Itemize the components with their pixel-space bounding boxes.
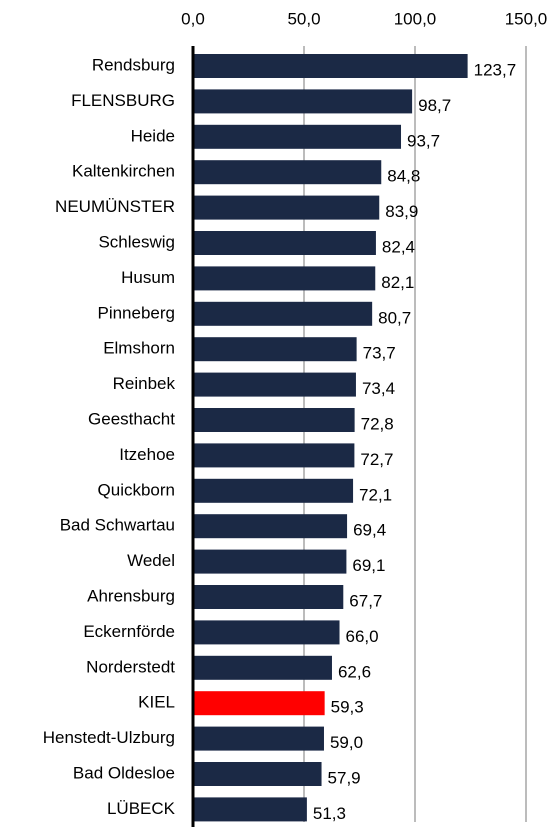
bar xyxy=(193,337,357,362)
data-label: 82,1 xyxy=(381,273,414,292)
y-tick-label: Geesthacht xyxy=(88,409,175,428)
data-label: 67,7 xyxy=(349,591,382,610)
y-tick-label: Heide xyxy=(131,126,175,145)
bar xyxy=(193,762,322,786)
bar xyxy=(193,160,382,185)
bar xyxy=(193,124,402,149)
y-tick-label: FLENSBURG xyxy=(71,91,175,110)
y-tick-label: Elmshorn xyxy=(103,339,175,358)
bar xyxy=(193,797,307,822)
data-label: 72,7 xyxy=(360,450,393,469)
bar xyxy=(193,231,376,255)
data-label: 66,0 xyxy=(346,627,379,646)
bar xyxy=(193,620,340,645)
data-label: 72,8 xyxy=(361,414,394,433)
y-tick-label: Reinbek xyxy=(113,374,176,393)
y-tick-label: Kaltenkirchen xyxy=(72,162,175,181)
bar xyxy=(193,372,356,397)
bar xyxy=(193,514,348,539)
x-tick-label: 50,0 xyxy=(287,9,320,28)
bar xyxy=(193,301,373,326)
y-tick-label: Ahrensburg xyxy=(87,586,175,605)
bar xyxy=(193,549,347,574)
data-label: 84,8 xyxy=(387,167,420,186)
y-tick-label: Schleswig xyxy=(98,232,175,251)
y-tick-label: LÜBECK xyxy=(107,799,176,818)
bar xyxy=(193,443,355,468)
data-label: 82,4 xyxy=(382,237,415,256)
data-label: 57,9 xyxy=(328,768,361,787)
y-tick-label: Wedel xyxy=(127,551,175,570)
y-tick-label: Bad Oldesloe xyxy=(73,763,175,782)
x-tick-label: 0,0 xyxy=(181,9,205,28)
data-label: 123,7 xyxy=(474,60,517,79)
y-tick-label: Bad Schwartau xyxy=(60,516,175,535)
data-label: 59,0 xyxy=(330,733,363,752)
y-tick-label: Henstedt-Ulzburg xyxy=(43,728,175,747)
data-label: 51,3 xyxy=(313,804,346,823)
data-label: 73,4 xyxy=(362,379,395,398)
y-tick-label: KIEL xyxy=(138,693,175,712)
bar xyxy=(193,655,332,680)
data-label: 62,6 xyxy=(338,662,371,681)
bar xyxy=(193,195,380,220)
data-label: 69,1 xyxy=(352,556,385,575)
data-label: 69,4 xyxy=(353,521,386,540)
data-label: 93,7 xyxy=(407,131,440,150)
data-label: 83,9 xyxy=(385,202,418,221)
data-label: 73,7 xyxy=(363,344,396,363)
y-tick-label: Eckernförde xyxy=(83,622,175,641)
bar xyxy=(193,54,468,78)
y-tick-label: Rendsburg xyxy=(92,55,175,74)
x-tick-label: 100,0 xyxy=(394,9,437,28)
y-tick-label: Husum xyxy=(121,268,175,287)
data-label: 80,7 xyxy=(378,308,411,327)
bar xyxy=(193,89,413,114)
y-tick-label: Norderstedt xyxy=(86,657,175,676)
y-tick-label: NEUMÜNSTER xyxy=(55,197,175,216)
data-label: 98,7 xyxy=(418,96,451,115)
y-tick-label: Pinneberg xyxy=(97,303,175,322)
bar xyxy=(193,585,344,609)
y-tick-label: Quickborn xyxy=(98,480,175,499)
data-label: 72,1 xyxy=(359,485,392,504)
bar xyxy=(193,266,376,291)
data-label: 59,3 xyxy=(331,698,364,717)
x-tick-label: 150,0 xyxy=(505,9,548,28)
y-tick-label: Itzehoe xyxy=(119,445,175,464)
bar xyxy=(193,478,354,503)
bar xyxy=(193,726,324,751)
bar xyxy=(193,408,355,432)
bar xyxy=(193,691,325,716)
